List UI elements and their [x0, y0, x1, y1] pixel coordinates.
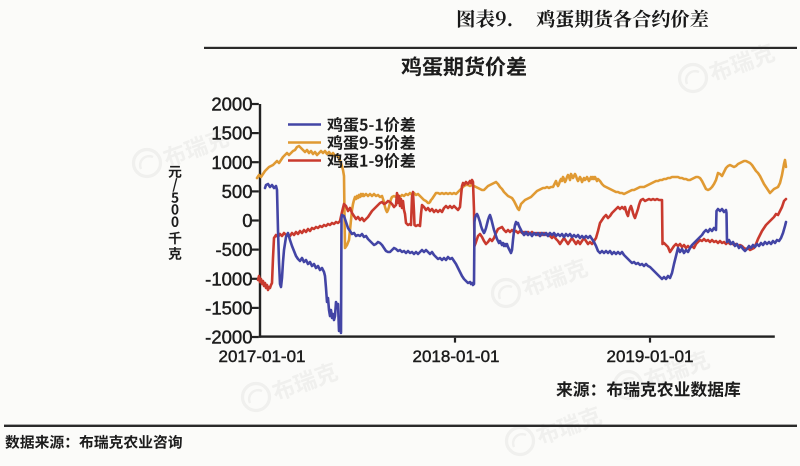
- svg-text:1500: 1500: [211, 123, 252, 144]
- svg-text:2018-01-01: 2018-01-01: [413, 347, 500, 366]
- svg-text:-500: -500: [215, 239, 252, 260]
- svg-text:-1000: -1000: [205, 268, 252, 289]
- svg-text:-2000: -2000: [205, 327, 252, 348]
- svg-text:2019-01-01: 2019-01-01: [607, 347, 694, 366]
- svg-text:500: 500: [222, 181, 253, 202]
- svg-text:-1500: -1500: [205, 298, 252, 319]
- svg-text:2000: 2000: [211, 94, 252, 115]
- svg-text:0: 0: [242, 210, 252, 231]
- svg-text:1000: 1000: [211, 152, 252, 173]
- svg-text:2017-01-01: 2017-01-01: [219, 347, 306, 366]
